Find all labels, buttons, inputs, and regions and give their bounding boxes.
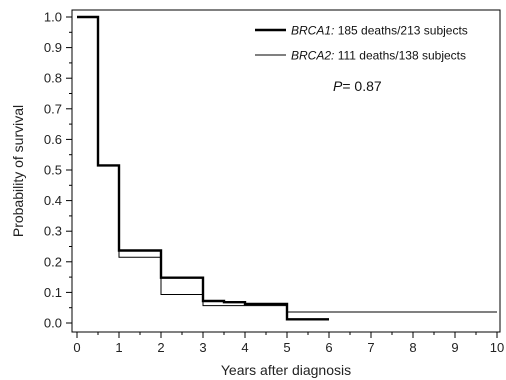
p-value-number: = 0.87: [342, 78, 382, 94]
plot-frame: [71, 9, 501, 333]
x-tick-label: 2: [157, 340, 164, 355]
x-tick-label: 0: [73, 340, 80, 355]
p-value-label: P: [333, 78, 343, 94]
y-tick-label: 0.0: [44, 316, 62, 331]
y-tick-label: 0.9: [44, 40, 62, 55]
x-tick-label: 7: [367, 340, 374, 355]
series-line-brca2: [77, 16, 497, 313]
series-lines: [77, 15, 497, 321]
y-axis: 0.0 0.1 0.2 0.3 0.4 0.5 0.6 0.7 0.8 0.9 1.0: [44, 10, 72, 331]
y-tick-label: 0.5: [44, 163, 62, 178]
p-value-annotation: P= 0.87: [333, 78, 382, 94]
x-tick-label: 9: [451, 340, 458, 355]
x-tick-label: 10: [490, 340, 504, 355]
x-tick-label: 8: [409, 340, 416, 355]
y-tick-label: 0.8: [44, 71, 62, 86]
y-tick-label: 0.3: [44, 224, 62, 239]
y-tick-label: 0.6: [44, 132, 62, 147]
x-tick-label: 3: [199, 340, 206, 355]
legend-entry-brca2: BRCA2: 111 deaths/138 subjects: [291, 49, 466, 63]
x-axis: 0 1 2 3 4 5 6 7 8 9 10: [73, 332, 504, 355]
legend-entry-brca1: BRCA1: 185 deaths/213 subjects: [291, 24, 468, 38]
y-tick-label: 0.2: [44, 254, 62, 269]
plot-frame-group: [71, 9, 501, 333]
y-tick-label: 1.0: [44, 10, 62, 25]
legend-brca2-desc: 111 deaths/138 subjects: [334, 49, 466, 63]
y-tick-label: 0.1: [44, 285, 62, 300]
x-axis-title: Years after diagnosis: [221, 362, 351, 378]
legend: BRCA1: 185 deaths/213 subjects BRCA2: 11…: [255, 24, 468, 63]
y-tick-label: 0.7: [44, 101, 62, 116]
legend-brca1-desc: 185 deaths/213 subjects: [334, 24, 467, 38]
x-tick-label: 4: [241, 340, 248, 355]
x-tick-label: 1: [115, 340, 122, 355]
legend-brca2-name: BRCA2:: [291, 49, 334, 63]
y-axis-title: Probability of survival: [10, 105, 26, 237]
y-tick-label: 0.4: [44, 193, 62, 208]
x-tick-label: 5: [283, 340, 290, 355]
x-tick-label: 6: [325, 340, 332, 355]
legend-brca1-name: BRCA1:: [291, 24, 334, 38]
